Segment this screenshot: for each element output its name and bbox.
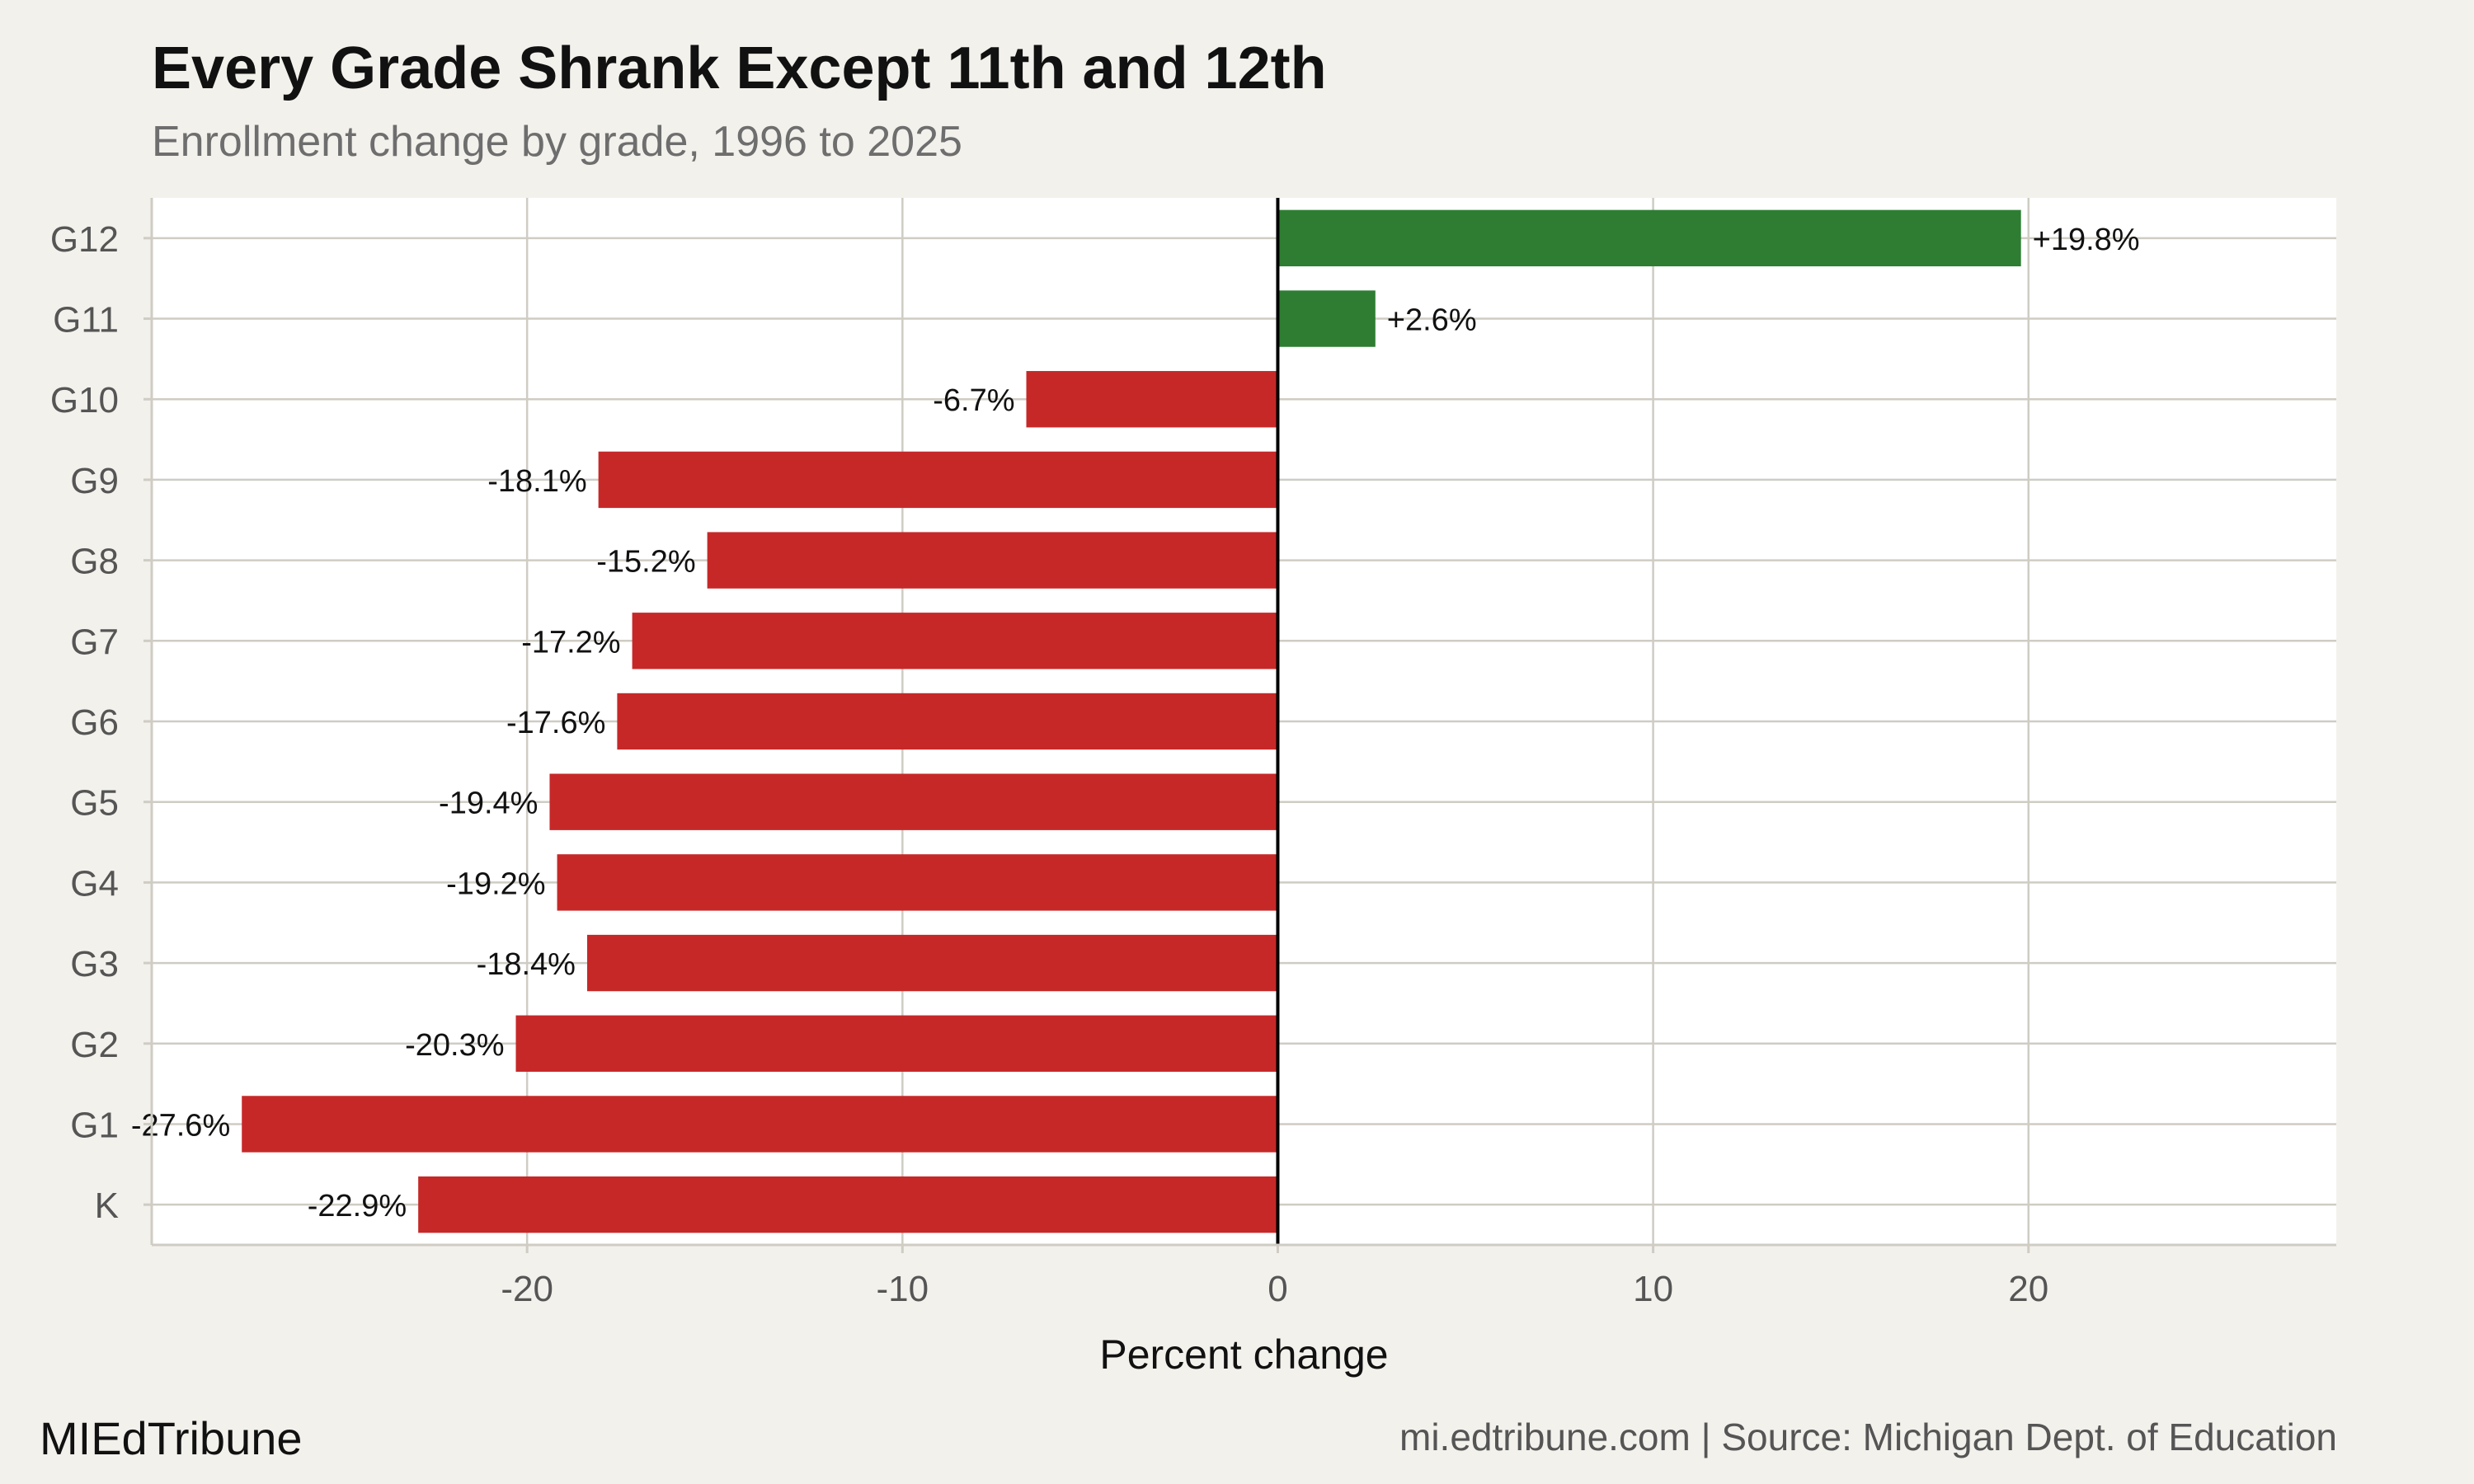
y-tick-label: G3 [70, 944, 119, 984]
y-tick-label: G1 [70, 1105, 119, 1145]
bar-g10 [1026, 371, 1278, 428]
bar-g12 [1277, 209, 2021, 267]
x-tick-label: -20 [501, 1269, 553, 1309]
y-tick-label: G5 [70, 783, 119, 824]
data-label: -18.1% [487, 464, 586, 499]
bar-g9 [598, 451, 1278, 509]
data-label: -19.2% [446, 866, 545, 901]
x-tick-label: -10 [877, 1269, 929, 1309]
bar-g1 [242, 1096, 1278, 1153]
bar-layer [242, 209, 2021, 1233]
bar-g4 [557, 854, 1278, 911]
data-label: -20.3% [405, 1028, 504, 1063]
bar-g7 [632, 613, 1278, 669]
y-tick-label: K [95, 1186, 119, 1226]
chart-subtitle: Enrollment change by grade, 1996 to 2025 [152, 118, 962, 166]
bar-g11 [1277, 290, 1376, 347]
y-tick-label: G12 [50, 219, 119, 260]
bar-g2 [515, 1015, 1278, 1072]
axis-layer: K G1 G2 G3 G4 G5 G6 G7 G8 G9 G10 G11 G12 -20 -10 0 10 20 [50, 198, 2336, 1309]
brand-logo-text: MIEdTribune [40, 1412, 303, 1464]
x-tick-label: 20 [2008, 1269, 2048, 1309]
x-tick-label: 10 [1633, 1269, 1673, 1309]
y-tick-label: G9 [70, 461, 119, 501]
data-label-layer: -22.9% -27.6% -20.3% -18.4% -19.2% -19.4% -17.… [131, 223, 2140, 1223]
data-label: -6.7% [933, 383, 1014, 418]
chart-title: Every Grade Shrank Except 11th and 12th [152, 35, 1327, 101]
bar-g8 [707, 532, 1278, 589]
data-label: -15.2% [596, 545, 695, 580]
y-tick-label: G7 [70, 622, 119, 662]
bar-g5 [549, 773, 1278, 830]
bar-g3 [586, 934, 1278, 992]
data-label: -17.6% [506, 706, 605, 740]
source-note: mi.edtribune.com | Source: Michigan Dept… [1399, 1416, 2337, 1458]
x-axis-label: Percent change [1099, 1331, 1388, 1378]
data-label: +19.8% [2033, 223, 2140, 257]
y-tick-label: G8 [70, 542, 119, 582]
data-label: -19.4% [439, 787, 538, 821]
y-tick-label: G10 [50, 380, 119, 420]
data-label: -22.9% [308, 1189, 407, 1223]
bar-g6 [617, 693, 1278, 750]
y-tick-label: G11 [53, 300, 119, 340]
data-label: -18.4% [477, 947, 576, 982]
data-label: -27.6% [131, 1108, 230, 1143]
y-tick-label: G6 [70, 702, 119, 743]
data-label: +2.6% [1387, 303, 1477, 338]
y-tick-label: G2 [70, 1025, 119, 1065]
bar-k [418, 1176, 1278, 1233]
data-label: -17.2% [521, 625, 620, 660]
x-tick-label: 0 [1268, 1269, 1287, 1309]
y-tick-label: G4 [70, 863, 119, 904]
